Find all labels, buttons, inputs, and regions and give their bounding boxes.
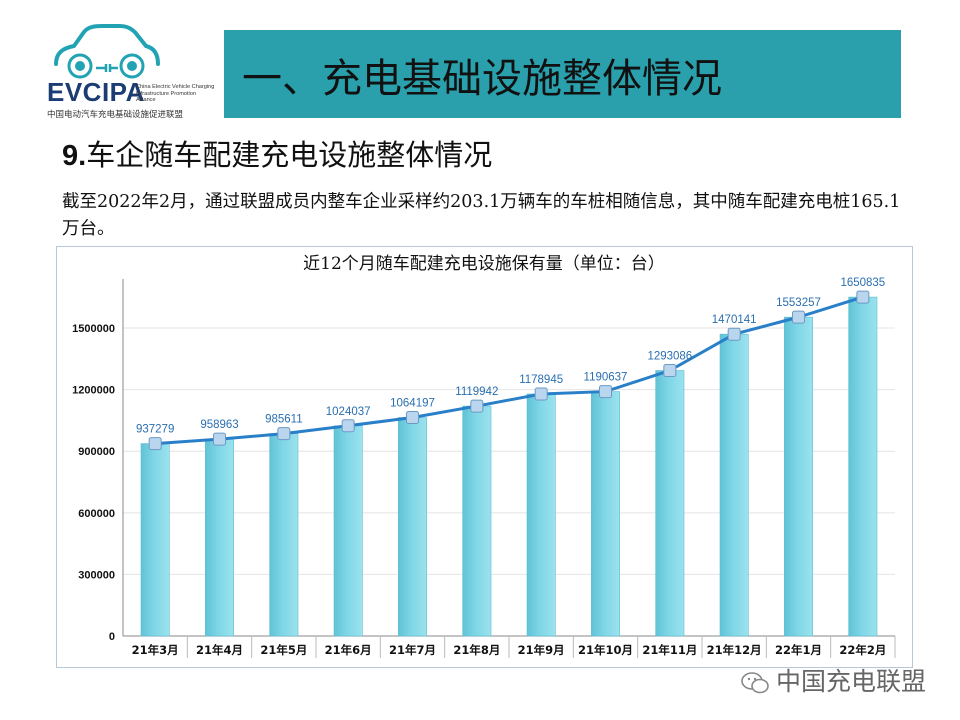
x-tick-label: 21年12月 bbox=[707, 643, 762, 657]
section-title-text: 车企随车配建充电设施整体情况 bbox=[86, 138, 493, 172]
x-tick-label: 21年9月 bbox=[518, 643, 565, 657]
logo-english-name: China Electric Vehicle Charging Infrastr… bbox=[136, 84, 215, 103]
y-tick-label: 600000 bbox=[78, 508, 115, 520]
chart-title: 近12个月随车配建充电设施保有量（单位：台） bbox=[303, 254, 665, 274]
section-number: 9. bbox=[62, 140, 87, 172]
logo-brand: EVCIPA bbox=[47, 77, 145, 107]
x-tick-label: 21年6月 bbox=[325, 643, 372, 657]
line-marker bbox=[663, 364, 677, 378]
line-marker bbox=[148, 437, 162, 451]
line-marker bbox=[727, 327, 741, 341]
line-marker bbox=[277, 427, 291, 441]
bar bbox=[205, 438, 234, 637]
title-bar: 一、充电基础设施整体情况 bbox=[224, 30, 901, 118]
x-tick-label: 21年7月 bbox=[389, 643, 436, 657]
bar bbox=[398, 417, 427, 637]
section-title: 9.车企随车配建充电设施整体情况 bbox=[62, 132, 492, 174]
data-label: 1470141 bbox=[712, 314, 757, 326]
car-logo-icon bbox=[54, 24, 160, 79]
bar bbox=[591, 391, 620, 637]
y-tick-label: 0 bbox=[109, 631, 115, 643]
line-marker bbox=[599, 385, 612, 399]
bar bbox=[140, 443, 170, 637]
section-description: 截至2022年2月，通过联盟成员内整车企业采样约203.1万辆车的车桩相随信息，… bbox=[62, 192, 901, 239]
data-label: 1293086 bbox=[647, 351, 692, 363]
bar bbox=[462, 405, 492, 637]
data-label: 1178945 bbox=[519, 374, 563, 386]
data-label: 1190637 bbox=[584, 372, 628, 384]
watermark-text: 中国充电联盟 bbox=[776, 667, 927, 696]
line-marker bbox=[213, 432, 226, 446]
data-label: 958963 bbox=[200, 419, 238, 431]
x-tick-label: 22年2月 bbox=[839, 643, 886, 657]
x-tick-label: 21年8月 bbox=[453, 643, 500, 657]
data-label: 985611 bbox=[265, 414, 303, 426]
bar bbox=[655, 370, 685, 637]
bar bbox=[719, 333, 749, 637]
y-tick-label: 300000 bbox=[78, 569, 115, 581]
y-tick-label: 900000 bbox=[78, 446, 115, 458]
line-marker bbox=[534, 387, 548, 401]
data-label: 1064197 bbox=[390, 398, 435, 410]
line-marker bbox=[470, 399, 484, 413]
page-title: 一、充电基础设施整体情况 bbox=[242, 56, 722, 102]
data-label: 1650835 bbox=[840, 277, 885, 289]
bar bbox=[784, 316, 813, 637]
data-label: 1553257 bbox=[776, 297, 821, 309]
data-label: 937279 bbox=[136, 424, 174, 436]
x-tick-label: 21年5月 bbox=[260, 643, 307, 657]
logo-chinese-name: 中国电动汽车充电基础设施促进联盟 bbox=[47, 110, 184, 120]
watermark: 中国充电联盟 bbox=[740, 662, 926, 698]
x-tick-label: 21年4月 bbox=[196, 643, 243, 657]
bar bbox=[526, 393, 556, 637]
bar-line-chart: 近12个月随车配建充电设施保有量（单位：台） 0 300000 600000 90000… bbox=[72, 254, 896, 658]
x-tick-label: 21年11月 bbox=[642, 643, 697, 657]
series-line bbox=[155, 295, 864, 446]
line-marker bbox=[406, 411, 419, 425]
wechat-icon bbox=[741, 672, 769, 694]
x-tick-label: 21年10月 bbox=[578, 643, 633, 657]
x-tick-label: 22年1月 bbox=[775, 643, 822, 657]
x-tick-label: 21年3月 bbox=[132, 643, 179, 657]
evcipa-logo: EVCIPA China Electric Vehicle Charging I… bbox=[40, 22, 214, 122]
bar bbox=[848, 296, 878, 637]
line-marker bbox=[792, 310, 805, 324]
y-tick-label: 1200000 bbox=[72, 385, 115, 397]
data-label: 1024037 bbox=[326, 406, 371, 418]
chart-frame: 近12个月随车配建充电设施保有量（单位：台） 0 300000 600000 90000… bbox=[56, 246, 913, 668]
line-marker bbox=[341, 419, 355, 433]
bar bbox=[333, 425, 363, 637]
y-tick-label: 1500000 bbox=[72, 323, 115, 335]
bar bbox=[269, 433, 299, 637]
line-marker bbox=[856, 290, 870, 304]
data-label: 1119942 bbox=[455, 386, 498, 398]
